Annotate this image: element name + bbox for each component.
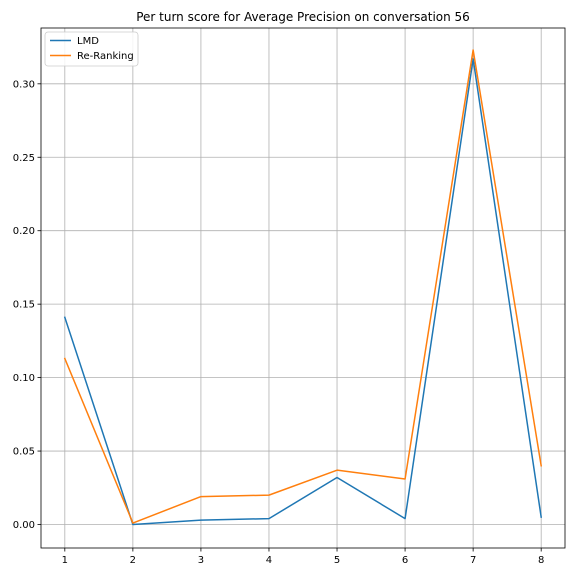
x-tick-label: 8	[538, 555, 544, 566]
y-tick-label: 0.15	[13, 300, 35, 311]
y-tick-label: 0.05	[13, 447, 35, 458]
x-tick-label: 2	[130, 555, 136, 566]
y-tick-label: 0.10	[13, 373, 35, 384]
legend-label-lmd: LMD	[77, 36, 99, 47]
series-line-lmd	[63, 58, 543, 526]
chart-title: Per turn score for Average Precision on …	[136, 10, 470, 24]
legend: LMD Re-Ranking	[44, 31, 139, 67]
x-tick-label: 4	[266, 555, 272, 566]
axes-frame	[40, 27, 566, 549]
legend-label-re-ranking: Re-Ranking	[77, 51, 134, 62]
y-tick-label: 0.20	[13, 226, 35, 237]
y-tick-label: 0.25	[13, 153, 35, 164]
y-tick-label: 0.00	[13, 520, 35, 531]
grid	[41, 28, 565, 548]
y-tick-label: 0.30	[13, 79, 35, 90]
x-tick-label: 6	[402, 555, 408, 566]
series-line-re-ranking	[63, 49, 543, 524]
x-tick-label: 3	[198, 555, 204, 566]
x-tick-label: 1	[62, 555, 68, 566]
x-tick-label: 7	[470, 555, 476, 566]
series-lines	[63, 49, 543, 526]
x-tick-label: 5	[334, 555, 340, 566]
ticks: 1 2 3 4 5 6 7 8 0.00 0.05 0.10 0.15 0.20 0.25 0.30	[13, 79, 545, 566]
